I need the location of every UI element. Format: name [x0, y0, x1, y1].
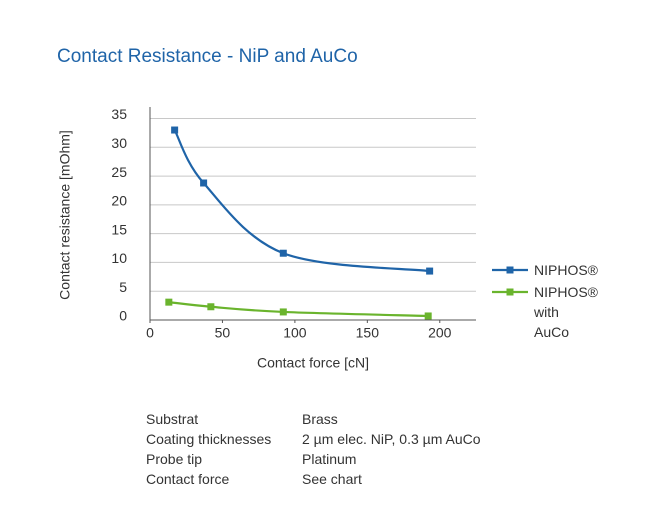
- data-point: [424, 312, 432, 320]
- table-key: Contact force: [146, 471, 230, 487]
- y-tick-label: 15: [111, 221, 127, 237]
- data-point: [207, 303, 215, 311]
- y-tick-label: 25: [111, 164, 127, 180]
- legend-marker: [506, 266, 514, 274]
- y-tick-label: 20: [111, 193, 127, 209]
- x-axis-label: Contact force [cN]: [257, 355, 369, 371]
- chart-title: Contact Resistance - NiP and AuCo: [57, 46, 358, 67]
- table-value: See chart: [302, 471, 362, 487]
- info-table: Substrat Brass Coating thicknesses 2 µm ele…: [146, 409, 481, 489]
- data-point: [279, 249, 287, 257]
- table-row: Probe tip Platinum: [146, 449, 481, 469]
- x-tick-label: 50: [215, 325, 231, 341]
- y-tick-label: 10: [111, 250, 127, 266]
- legend-label: NIPHOS®: [534, 262, 598, 278]
- x-tick-label: 200: [428, 325, 452, 341]
- legend-marker: [506, 288, 514, 296]
- table-value: Brass: [302, 411, 338, 427]
- legend: NIPHOS® NIPHOS® with AuCo: [492, 260, 632, 344]
- table-value: Platinum: [302, 451, 357, 467]
- legend-swatch: [492, 288, 528, 296]
- x-tick-label: 100: [283, 325, 307, 341]
- table-value: 2 µm elec. NiP, 0.3 µm AuCo: [302, 431, 481, 447]
- table-key: Coating thicknesses: [146, 431, 272, 447]
- y-tick-label: 5: [119, 279, 127, 295]
- legend-entry: NIPHOS® with AuCo: [492, 282, 632, 342]
- legend-entry: NIPHOS®: [492, 260, 632, 280]
- y-tick-label: 35: [111, 106, 127, 122]
- table-key: Probe tip: [146, 451, 203, 467]
- table-key: Substrat: [146, 411, 199, 427]
- data-point: [426, 267, 434, 275]
- table-row: Substrat Brass: [146, 409, 481, 429]
- x-tick-label: 0: [146, 325, 154, 341]
- table-row: Contact force See chart: [146, 469, 481, 489]
- data-point: [279, 308, 287, 316]
- data-point: [171, 126, 179, 134]
- series-line: [168, 301, 429, 318]
- table-row: Coating thicknesses 2 µm elec. NiP, 0.3 µ…: [146, 429, 481, 449]
- legend-label: NIPHOS® with AuCo: [534, 284, 598, 340]
- series-line: [173, 129, 430, 273]
- y-tick-label: 30: [111, 135, 127, 151]
- y-tick-label: 0: [119, 308, 127, 324]
- legend-swatch: [492, 266, 528, 274]
- data-point: [200, 179, 208, 187]
- x-tick-label: 150: [356, 325, 380, 341]
- y-axis-label: Contact resistance [mOhm]: [57, 130, 73, 300]
- data-point: [165, 298, 173, 306]
